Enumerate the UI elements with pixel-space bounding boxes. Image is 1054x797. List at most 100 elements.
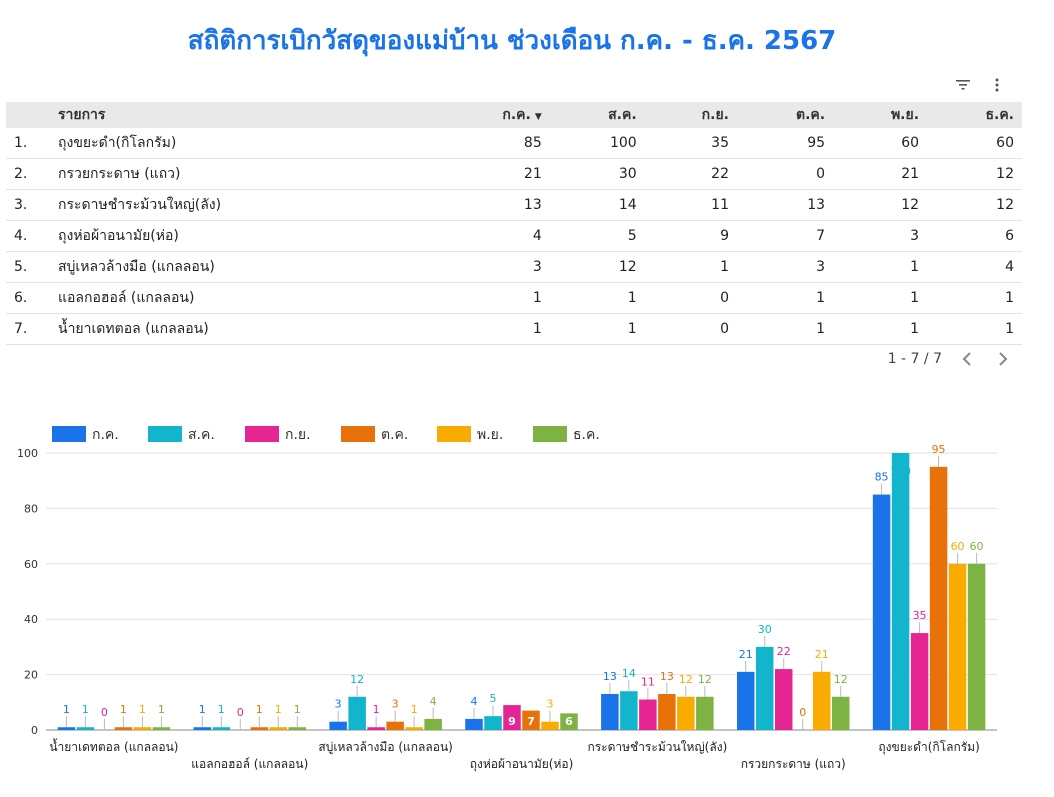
data-label: 12: [350, 673, 364, 686]
bar: [891, 453, 910, 730]
table-toolbar: [954, 76, 1006, 94]
row-value: 3: [431, 251, 550, 283]
row-value: 1: [927, 313, 1022, 345]
bar: [405, 727, 423, 730]
row-index: 7.: [6, 313, 50, 345]
column-header-sep[interactable]: ก.ย.: [701, 107, 729, 123]
data-label: 6: [565, 715, 573, 728]
row-item-name: ถุงขยะดำ(กิโลกรัม): [50, 128, 432, 159]
bar: [212, 727, 231, 730]
column-header-dec[interactable]: ธ.ค.: [985, 107, 1014, 123]
row-value: 13: [737, 189, 834, 221]
bar: [288, 727, 307, 730]
bar: [114, 727, 133, 730]
data-label: 1: [218, 703, 225, 716]
legend-label: ธ.ค.: [573, 427, 600, 443]
row-item-name: กระดาษชำระม้วนใหญ่(ลัง): [50, 189, 432, 221]
data-label: 13: [603, 670, 617, 683]
row-value: 1: [833, 251, 928, 283]
bar: [967, 563, 986, 730]
bar: [677, 696, 695, 730]
legend-swatch: [533, 426, 567, 442]
x-tick-label: น้ำยาเดทตอล (แกลลอน): [49, 738, 178, 754]
row-value: 85: [431, 128, 550, 159]
bar: [386, 721, 404, 730]
data-label: 9: [508, 715, 516, 728]
data-label: 1: [82, 703, 89, 716]
pagination-label: 1 - 7 / 7: [887, 351, 942, 367]
filter-icon[interactable]: [954, 76, 972, 94]
data-label: 30: [758, 623, 772, 636]
data-label: 1: [275, 703, 282, 716]
data-label: 21: [815, 648, 829, 661]
table-header-row: รายการ ก.ค. ▼ ส.ค. ก.ย. ต.ค. พ.ย. ธ.ค.: [6, 102, 1022, 128]
x-tick-label: ถุงขยะดำ(กิโลกรัม): [878, 740, 979, 755]
x-tick-label: กระดาษชำระม้วนใหญ่(ลัง): [587, 740, 727, 754]
data-label: 1: [373, 703, 380, 716]
data-label: 1: [256, 703, 263, 716]
row-value: 11: [644, 189, 737, 221]
row-value: 12: [549, 251, 645, 283]
row-value: 3: [737, 251, 834, 283]
data-label: 11: [641, 676, 655, 689]
row-value: 1: [431, 313, 550, 345]
y-tick-label: 60: [24, 558, 38, 571]
data-label: 7: [527, 715, 535, 728]
column-header-nov[interactable]: พ.ย.: [890, 107, 920, 123]
y-tick-label: 20: [24, 669, 38, 682]
bar: [601, 693, 619, 730]
row-value: 12: [927, 189, 1022, 221]
data-label: 1: [63, 703, 70, 716]
row-value: 22: [644, 158, 737, 190]
column-header-aug[interactable]: ส.ค.: [608, 107, 637, 123]
row-value: 1: [737, 282, 834, 314]
row-value: 4: [927, 251, 1022, 283]
column-header-jul[interactable]: ก.ค. ▼: [502, 107, 542, 123]
legend-label: ก.ค.: [92, 427, 119, 443]
row-value: 14: [549, 189, 645, 221]
bar: [57, 727, 76, 730]
bar: [152, 727, 171, 730]
row-value: 1: [644, 251, 737, 283]
row-index: 6.: [6, 282, 50, 314]
row-item-name: สบู่เหลวล้างมือ (แกลลอน): [50, 251, 432, 283]
bar: [948, 563, 967, 730]
row-value: 21: [833, 158, 928, 190]
legend-label: ส.ค.: [188, 427, 215, 443]
column-header-oct[interactable]: ต.ค.: [796, 107, 826, 123]
row-index: 4.: [6, 220, 50, 252]
data-label: 0: [237, 706, 244, 719]
column-header-item[interactable]: รายการ: [58, 107, 106, 123]
table-row: 3. กระดาษชำระม้วนใหญ่(ลัง) 13 14 11 13 12 12: [6, 189, 1022, 221]
data-label: 12: [834, 673, 848, 686]
table-row: 2. กรวยกระดาษ (แถว) 21 30 22 0 21 12: [6, 158, 1022, 190]
legend-label: ก.ย.: [285, 427, 311, 443]
y-tick-label: 0: [31, 724, 38, 737]
data-label: 3: [392, 698, 399, 711]
row-value: 95: [737, 128, 834, 159]
row-value: 12: [833, 189, 928, 221]
data-label: 1: [294, 703, 301, 716]
x-tick-label: สบู่เหลวล้างมือ (แกลลอน): [318, 740, 452, 755]
bar: [755, 646, 774, 730]
legend-label: พ.ย.: [477, 427, 503, 443]
data-table: รายการ ก.ค. ▼ ส.ค. ก.ย. ต.ค. พ.ย. ธ.ค. 1.…: [6, 102, 1022, 345]
row-value: 60: [927, 128, 1022, 159]
row-value: 1: [927, 282, 1022, 314]
next-page-button[interactable]: [992, 348, 1014, 370]
row-value: 1: [737, 313, 834, 345]
chevron-right-icon: [999, 352, 1008, 366]
row-value: 1: [431, 282, 550, 314]
row-value: 0: [737, 158, 834, 190]
bar: [269, 727, 288, 730]
more-vert-icon[interactable]: [988, 76, 1006, 94]
prev-page-button[interactable]: [956, 348, 978, 370]
row-value: 0: [644, 313, 737, 345]
row-value: 4: [431, 220, 550, 252]
row-value: 1: [833, 282, 928, 314]
row-index: 5.: [6, 251, 50, 283]
bar: [929, 466, 948, 730]
data-label: 60: [970, 540, 984, 553]
x-tick-label: แอลกอฮอล์ (แกลลอน): [191, 757, 308, 771]
row-item-name: ถุงห่อผ้าอนามัย(ห่อ): [50, 220, 432, 252]
